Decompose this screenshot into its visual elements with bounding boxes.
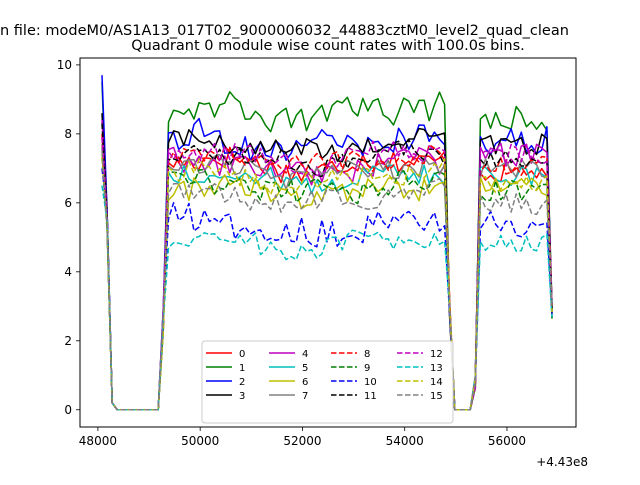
legend-label-9: 9 (364, 363, 370, 374)
y-axis: 0 2 4 6 8 10 (57, 58, 80, 417)
x-tick-label: 56000 (488, 434, 526, 448)
legend-label-15: 15 (430, 391, 443, 402)
x-tick-label: 52000 (283, 434, 321, 448)
series-line-14 (101, 157, 553, 411)
chart-title: Quadrant 0 module wise count rates with … (131, 38, 525, 54)
legend-frame (201, 340, 454, 424)
legend-label-2: 2 (239, 377, 245, 388)
legend-label-12: 12 (430, 349, 443, 360)
series-line-15 (101, 151, 553, 411)
y-tick-label: 0 (64, 403, 72, 417)
legend-label-0: 0 (239, 349, 245, 360)
x-axis: 48000 50000 52000 54000 56000 (79, 427, 526, 448)
legend-label-8: 8 (364, 349, 370, 360)
x-tick-label: 54000 (386, 434, 424, 448)
y-tick-label: 2 (64, 334, 72, 348)
legend-label-5: 5 (302, 363, 308, 374)
x-tick-label: 48000 (79, 434, 117, 448)
series-layer (101, 75, 553, 411)
y-tick-label: 6 (64, 196, 72, 210)
y-tick-label: 10 (57, 58, 72, 72)
series-line-13 (101, 185, 553, 411)
legend-label-7: 7 (302, 391, 308, 402)
legend-label-6: 6 (302, 377, 308, 388)
legend-label-4: 4 (302, 349, 308, 360)
x-tick-label: 50000 (181, 434, 219, 448)
y-tick-label: 8 (64, 127, 72, 141)
legend-label-3: 3 (239, 391, 245, 402)
plot-frame (79, 57, 577, 428)
x-offset-label: +4.43e8 (536, 455, 588, 469)
legend-label-11: 11 (364, 391, 377, 402)
legend-label-14: 14 (430, 377, 443, 388)
legend-label-10: 10 (364, 377, 377, 388)
legend-label-1: 1 (239, 363, 245, 374)
legend-label-13: 13 (430, 363, 443, 374)
figure-suptitle: n file: modeM0/AS1A13_017T02_9000006032_… (0, 23, 569, 39)
y-tick-label: 4 (64, 265, 72, 279)
